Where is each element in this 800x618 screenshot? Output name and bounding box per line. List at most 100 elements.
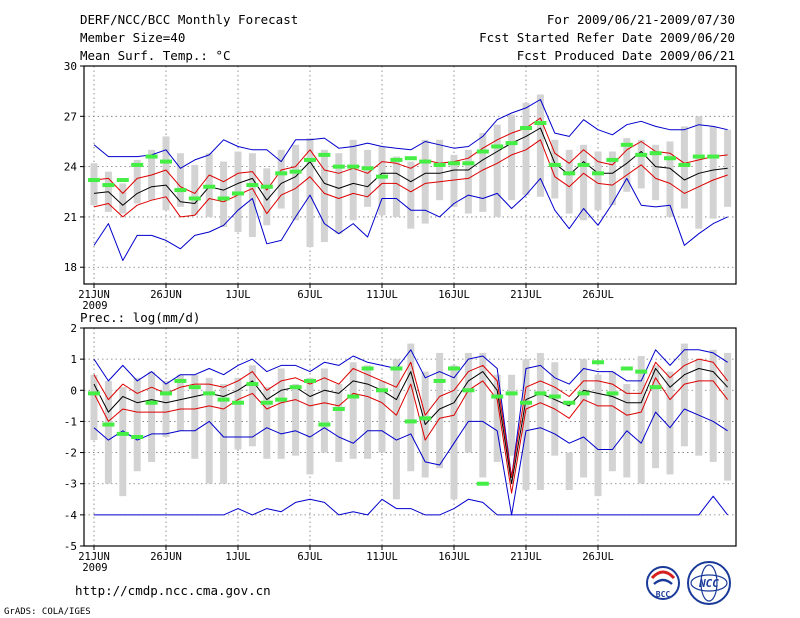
prec-observation-marker — [160, 391, 172, 396]
temp-observation-marker — [592, 171, 604, 176]
prec-observation-marker — [419, 416, 432, 421]
temp-observation-marker — [188, 196, 201, 201]
prec-xtick-label: 21JUL — [510, 551, 542, 563]
temp-ytick-label: 21 — [64, 211, 77, 224]
temp-observation-marker — [160, 159, 172, 164]
prec-ensemble-box — [335, 384, 343, 462]
prec-ensemble-box — [292, 384, 300, 456]
prec-observation-marker — [476, 481, 489, 486]
temp-observation-marker — [419, 159, 432, 164]
temp-xtick-label: 16JUL — [438, 289, 470, 301]
prec-ensemble-box — [724, 352, 732, 481]
prec-observation-marker — [606, 391, 619, 396]
prec-xtick-label: 1JUL — [225, 551, 250, 563]
prec-ytick-label: -3 — [64, 478, 77, 491]
prec-ensemble-box — [450, 365, 458, 500]
prec-ensemble-mean-line — [93, 368, 728, 485]
temp-observation-marker — [289, 169, 302, 174]
prec-observation-marker — [462, 388, 475, 393]
prec-observation-marker — [88, 391, 100, 396]
temp-observation-marker — [606, 157, 619, 162]
grads-credit: GrADS: COLA/IGES — [4, 607, 91, 617]
temp-observation-marker — [260, 184, 273, 189]
bcc-logo: BCC — [646, 566, 680, 600]
temp-observation-marker — [174, 188, 187, 193]
temp-ensemble-box — [162, 136, 170, 211]
temp-observation-marker — [361, 166, 374, 171]
prec-observation-marker — [188, 385, 201, 390]
temp-xtick-label: 26JUN — [150, 289, 182, 301]
prec-min-line — [93, 408, 728, 516]
temp-xtick-label: 6JUL — [297, 289, 322, 301]
prec-observation-marker — [102, 422, 115, 427]
forecast-range-label: For 2009/06/21-2009/07/30 — [547, 12, 735, 27]
temp-max-line — [93, 99, 728, 169]
prec-max-line — [93, 349, 728, 478]
prec-xtick-label: 16JUL — [438, 551, 470, 563]
prec-observation-marker — [246, 382, 259, 387]
temp-xtick-label: 26JUL — [582, 289, 614, 301]
prec-observation-marker — [131, 435, 144, 439]
temp-observation-marker — [275, 171, 288, 176]
temp-observation-marker — [88, 178, 100, 183]
temp-ensemble-box — [292, 144, 300, 221]
temp-observation-marker — [217, 196, 230, 201]
temp-ensemble-box — [306, 138, 314, 248]
temp-ensemble-box — [580, 144, 588, 221]
temp-ensemble-box — [709, 126, 717, 219]
temp-observation-marker — [376, 174, 388, 179]
temp-ytick-label: 30 — [64, 60, 77, 73]
temp-ensemble-box — [220, 161, 228, 227]
prec-ensemble-box — [104, 380, 112, 484]
temp-observation-marker — [534, 121, 547, 126]
temp-ensemble-box — [680, 126, 688, 209]
temp-ensemble-box — [652, 144, 660, 201]
temp-ensemble-box — [551, 139, 559, 199]
temp-ensemble-box — [119, 183, 127, 214]
prec-ensemble-box — [536, 352, 544, 490]
prec-ensemble-box — [191, 374, 199, 459]
prec-ensemble-box — [652, 365, 660, 469]
temp-observation-marker — [635, 152, 648, 157]
prec-observation-marker — [620, 366, 633, 371]
prec-observation-marker — [275, 397, 288, 402]
prec-ensemble-box — [565, 452, 573, 490]
ncc-logo-text: NCC — [698, 577, 719, 590]
prec-ensemble-box — [637, 356, 645, 484]
temp-ensemble-box — [191, 164, 199, 216]
prec-ensemble-box — [205, 377, 213, 484]
temp-observation-marker — [318, 152, 331, 157]
prec-plot-frame — [83, 327, 737, 547]
prec-ensemble-box — [392, 359, 400, 500]
prec-xtick-label: 26JUN — [150, 551, 182, 563]
prec-observation-marker — [347, 394, 360, 399]
prec-observation-marker — [203, 391, 216, 396]
prec-ensemble-box — [666, 371, 674, 475]
temp-observation-marker — [116, 178, 129, 183]
temp-ensemble-box — [608, 151, 616, 206]
member-size-label: Member Size=40 — [80, 30, 185, 45]
temp-ensemble-box — [666, 141, 674, 217]
prec-observation-marker — [635, 369, 648, 374]
temp-observation-marker — [246, 183, 259, 188]
prec-observation-marker — [332, 406, 345, 411]
temp-observation-marker — [433, 162, 446, 167]
temp-ensemble-box — [421, 139, 429, 224]
prec-observation-marker — [433, 378, 446, 383]
prec-observation-marker — [505, 391, 518, 396]
prec-observation-marker — [577, 391, 590, 396]
prec-lower-line — [93, 377, 728, 494]
temp-ensemble-box — [522, 102, 530, 196]
temp-xtick-label: 21JUL — [510, 289, 542, 301]
prec-ensemble-box — [508, 374, 516, 456]
temp-min-line — [93, 177, 728, 261]
temp-observation-marker — [620, 142, 633, 147]
temp-upper-line — [93, 117, 728, 194]
prec-observation-marker — [404, 419, 417, 424]
prec-ensemble-box — [594, 374, 602, 497]
prec-ytick-label: -4 — [64, 509, 78, 522]
prec-observation-marker — [520, 400, 532, 405]
prec-year-label: 2009 — [82, 562, 107, 574]
prec-ensemble-box — [695, 359, 703, 456]
prec-observation-marker — [174, 378, 187, 383]
